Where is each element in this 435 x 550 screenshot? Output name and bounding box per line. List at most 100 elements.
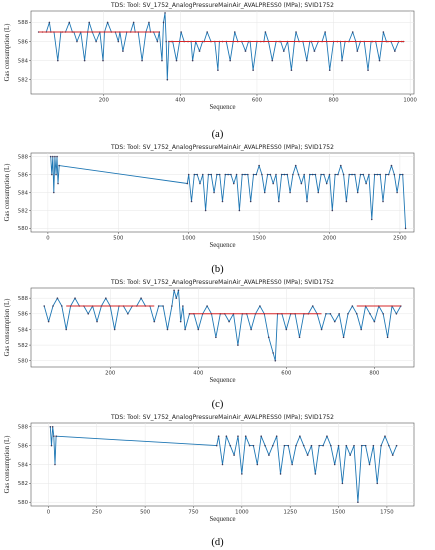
data-point-b-0-61 [331,209,334,212]
data-point-d-0-22 [275,435,278,438]
data-point-d-0-49 [380,444,382,447]
chart-title-d: TDS: Tool: SV_1752_AnalogPressureMainAir… [110,414,334,421]
data-point-b-0-22 [221,200,224,203]
data-point-d-0-31 [310,444,313,447]
data-point-b-0-63 [337,173,339,176]
data-point-d-0-45 [364,444,367,447]
data-point-d-0-46 [368,463,371,466]
x-tick-label-a-2: 600 [252,98,263,104]
data-point-b-0-32 [249,200,252,203]
data-point-d-0-48 [376,482,379,485]
data-point-a-0-109 [356,50,359,52]
data-point-a-0-19 [95,40,97,43]
data-point-b-0-62 [334,173,336,176]
data-point-d-0-16 [252,444,255,447]
data-point-c-0-68 [325,313,327,315]
data-point-b-0-8 [58,164,60,167]
data-point-b-0-16 [204,209,207,212]
data-point-b-0-9 [186,182,189,185]
panel-b: TDS: Tool: SV_1752_AnalogPressureMainAir… [0,142,435,277]
data-point-b-0-7 [57,182,59,185]
data-point-c-0-14 [105,297,107,299]
data-point-b-0-30 [244,173,246,176]
data-point-b-0-81 [387,173,390,176]
data-point-d-0-15 [248,444,251,447]
y-axis-label-d: Gas consumption (L) [4,436,11,494]
x-tick-label-d-1: 250 [92,510,103,516]
data-point-d-0-2 [51,425,54,428]
data-point-c-0-62 [298,336,301,339]
data-point-b-0-86 [401,173,404,176]
panel-caption-c: (c) [212,399,224,410]
data-point-c-0-65 [311,305,314,307]
data-point-b-0-80 [385,173,387,176]
data-point-b-0-15 [201,173,204,176]
plot-area-a [30,10,415,95]
data-point-d-0-40 [345,444,348,447]
data-point-a-0-41 [161,59,163,62]
data-point-c-0-52 [259,305,261,307]
data-point-c-0-72 [342,336,345,339]
data-point-a-0-85 [282,50,285,52]
x-tick-label-d-5: 1250 [283,510,297,516]
chart-c: TDS: Tool: SV_1752_AnalogPressureMainAir… [4,279,415,410]
data-point-a-0-72 [244,50,247,52]
data-point-b-0-87 [404,227,407,230]
y-axis-label-a: Gas consumption (L) [4,24,11,82]
data-point-a-0-87 [290,69,293,71]
data-point-c-0-0 [43,305,46,307]
data-point-d-0-29 [302,444,305,447]
y-tick-label-d-3: 586 [18,443,29,449]
data-point-b-0-29 [241,173,244,176]
y-tick-label-d-4: 588 [18,425,29,431]
data-point-a-0-10 [68,21,71,24]
data-point-c-0-40 [206,305,208,307]
data-point-a-0-75 [252,69,254,71]
data-point-d-0-47 [372,444,375,447]
chart-a: TDS: Tool: SV_1752_AnalogPressureMainAir… [4,2,418,140]
data-point-b-0-70 [356,191,359,194]
y-tick-label-a-3: 588 [18,20,29,26]
x-tick-label-d-6: 1500 [332,510,346,516]
data-point-c-0-27 [162,305,164,307]
data-point-d-0-38 [337,444,340,447]
data-point-b-0-75 [370,218,373,221]
data-point-b-0-36 [261,173,263,176]
data-point-d-0-8 [221,463,224,466]
data-point-b-0-44 [283,173,286,176]
x-tick-label-a-3: 800 [329,98,340,104]
data-point-b-0-0 [49,155,52,158]
data-point-d-0-10 [229,444,232,447]
data-point-b-0-31 [247,173,249,176]
plot-area-c [30,287,415,368]
data-point-a-0-51 [180,31,182,33]
x-tick-label-d-2: 500 [140,510,151,516]
data-point-b-0-57 [320,173,322,176]
panel-caption-b: (b) [211,264,224,275]
y-tick-label-c-3: 586 [18,312,29,318]
data-point-c-0-82 [386,336,389,339]
data-point-b-0-67 [348,173,351,176]
data-point-c-0-73 [347,313,349,315]
data-point-a-0-23 [106,21,109,24]
data-point-a-0-67 [229,59,231,62]
data-point-c-0-38 [197,328,200,331]
data-point-d-0-27 [295,444,297,447]
data-point-a-0-100 [328,69,331,71]
data-point-a-0-45 [166,78,169,81]
data-point-a-0-81 [271,59,274,62]
data-point-c-0-32 [177,289,180,292]
data-point-b-0-20 [216,173,218,176]
data-point-b-0-53 [309,173,311,176]
panel-c: TDS: Tool: SV_1752_AnalogPressureMainAir… [0,277,435,412]
data-point-b-0-73 [365,182,367,185]
data-point-c-0-55 [272,352,274,354]
data-point-d-0-53 [395,444,398,447]
data-point-b-0-78 [379,173,382,176]
data-point-d-0-21 [271,444,274,447]
data-point-c-0-10 [87,313,90,315]
x-tick-label-b-3: 1500 [252,236,266,242]
data-point-b-0-42 [278,200,280,203]
data-point-b-0-79 [382,200,384,203]
data-point-a-0-98 [324,31,326,33]
